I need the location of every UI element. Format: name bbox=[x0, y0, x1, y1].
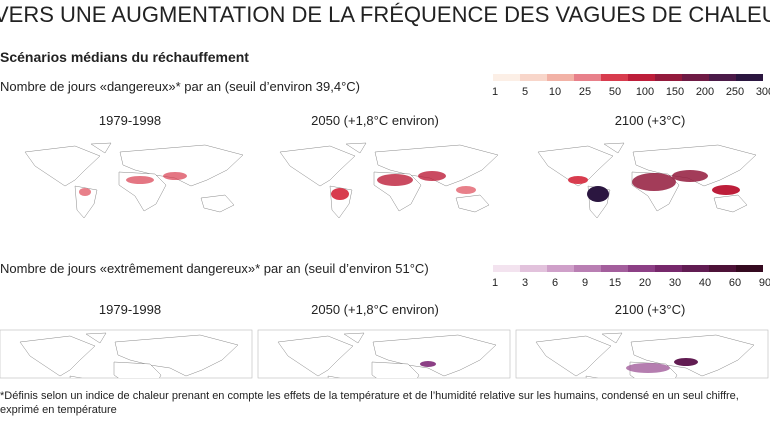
legend-label: 60 bbox=[729, 277, 741, 289]
title: VERS UNE AUGMENTATION DE LA FRÉQUENCE DE… bbox=[0, 2, 770, 27]
map bbox=[279, 142, 499, 219]
map-title: 2100 (+3°C) bbox=[615, 113, 686, 128]
footnote: exprimé en température bbox=[0, 404, 117, 416]
map-title: 2050 (+1,8°C environ) bbox=[311, 302, 439, 317]
legend-label: 10 bbox=[549, 86, 561, 98]
subtitle: Scénarios médians du réchauffement bbox=[0, 49, 249, 65]
legend-label: 50 bbox=[609, 86, 621, 98]
legend-label: 30 bbox=[669, 277, 681, 289]
map bbox=[24, 142, 244, 219]
legend bbox=[493, 265, 763, 272]
legend-label: 9 bbox=[582, 277, 588, 289]
legend-label: 250 bbox=[726, 86, 744, 98]
map-title: 1979-1998 bbox=[99, 113, 161, 128]
legend-label: 200 bbox=[696, 86, 714, 98]
legend bbox=[493, 74, 763, 81]
legend-label: 1 bbox=[492, 86, 498, 98]
map bbox=[257, 329, 511, 379]
legend-label: 5 bbox=[522, 86, 528, 98]
legend-label: 25 bbox=[579, 86, 591, 98]
map bbox=[515, 329, 769, 379]
legend-label: 15 bbox=[609, 277, 621, 289]
legend-label: 6 bbox=[552, 277, 558, 289]
legend-label: 20 bbox=[639, 277, 651, 289]
legend-label: 90 bbox=[759, 277, 770, 289]
map-title: 2100 (+3°C) bbox=[615, 302, 686, 317]
legend-label: 150 bbox=[666, 86, 684, 98]
map-title: 1979-1998 bbox=[99, 302, 161, 317]
footnote: *Définis selon un indice de chaleur pren… bbox=[0, 390, 739, 402]
section-title: Nombre de jours «dangereux»* par an (seu… bbox=[0, 79, 360, 94]
legend-label: 300 bbox=[756, 86, 770, 98]
legend-label: 40 bbox=[699, 277, 711, 289]
map-title: 2050 (+1,8°C environ) bbox=[311, 113, 439, 128]
map bbox=[0, 329, 253, 379]
legend-label: 100 bbox=[636, 86, 654, 98]
section-title: Nombre de jours «extrêmement dangereux»*… bbox=[0, 261, 429, 276]
legend-label: 1 bbox=[492, 277, 498, 289]
map bbox=[537, 142, 757, 219]
legend-label: 3 bbox=[522, 277, 528, 289]
